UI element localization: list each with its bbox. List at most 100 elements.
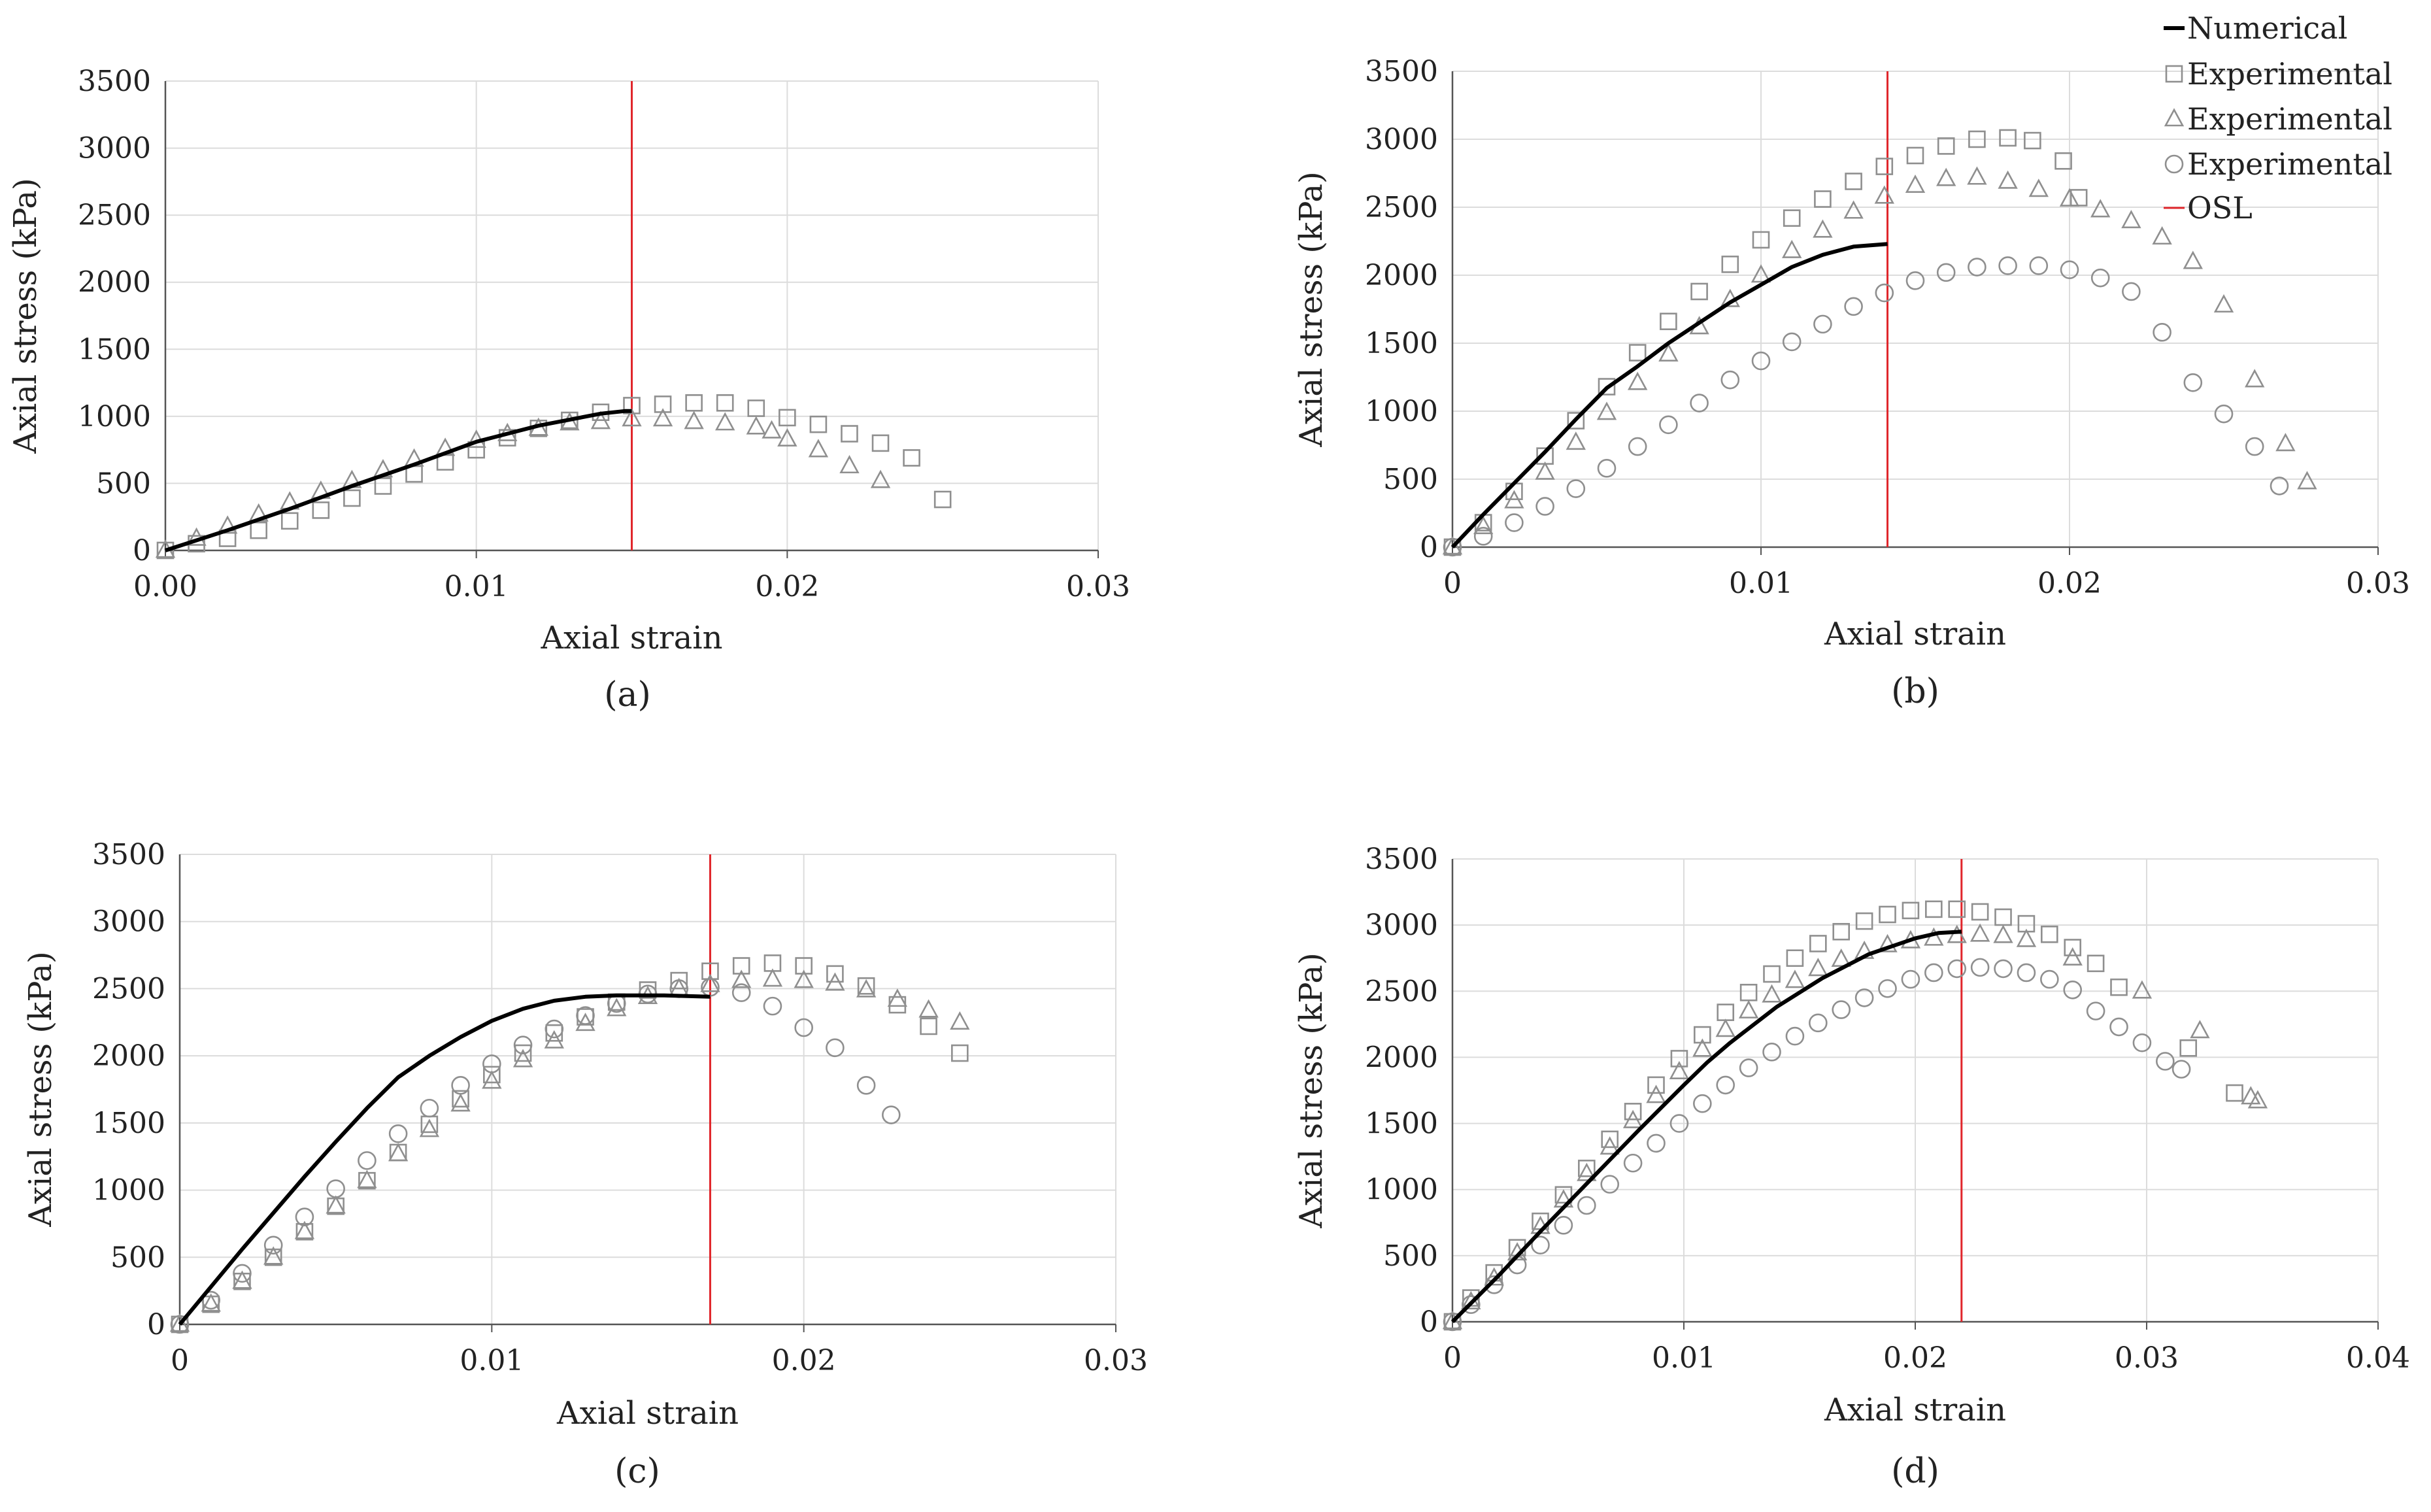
data-point-circle [2090,268,2110,288]
data-point-circle [794,1018,813,1037]
data-point-square [343,489,361,507]
data-point-triangle [839,455,860,474]
data-point-circle [1628,437,1647,456]
data-point-circle [1762,1043,1781,1062]
data-point-triangle [1646,1084,1666,1103]
data-point-triangle [294,1220,315,1239]
experimental-series-square [171,954,969,1334]
data-point-triangle [326,1195,346,1214]
data-point-triangle [1936,167,1956,186]
data-point-circle [1443,537,1462,557]
data-point-circle [2017,963,2036,983]
data-point-square [1948,900,1966,918]
data-point-circle [1669,1114,1689,1133]
data-point-circle [513,1035,533,1055]
data-point-square [1902,901,1920,920]
numerical-line [1450,930,1962,1324]
data-point-circle [2109,1017,2128,1037]
data-point-circle [2132,1033,2152,1052]
y-tick-label: 3000 [92,905,165,939]
data-point-circle [1936,263,1956,282]
y-tick-label: 2500 [1365,975,1438,1008]
y-tick-label: 1500 [1365,327,1438,360]
data-point-triangle [2059,188,2080,207]
data-point-square [779,409,796,427]
y-tick-label: 2500 [92,972,165,1005]
data-point-triangle [388,1143,409,1162]
data-point-triangle [1442,1311,1463,1330]
data-point-square [1809,935,1827,952]
data-point-circle [1832,1000,1851,1019]
legend-item-triangle: Experimental [2164,101,2392,137]
data-point-triangle [746,416,766,435]
data-point-circle [1970,958,1990,977]
y-tick-label: 2000 [92,1039,165,1073]
data-point-square [452,1090,469,1108]
data-point-triangle [1808,958,1828,977]
data-point-triangle [1669,1060,1690,1079]
legend-triangle-icon [2164,108,2185,127]
data-point-square [841,425,858,443]
data-point-circle [1690,394,1709,412]
data-point-circle [482,1054,501,1073]
data-point-triangle [1967,166,1987,185]
data-point-square [2087,954,2105,973]
data-point-triangle [887,988,908,1007]
data-point-circle [1623,1153,1643,1173]
data-point-triangle [1970,923,1990,942]
data-point-circle [295,1207,314,1226]
data-point-square [920,1017,937,1035]
panel-caption: (a) [604,675,651,714]
data-point-triangle [700,973,720,992]
x-tick-label: 0.03 [1084,1344,1148,1377]
data-point-circle [1875,283,1894,303]
data-point-triangle [715,412,735,431]
data-point-circle [1901,969,1920,989]
data-point-circle [1854,988,1874,1007]
data-point-circle [1462,1295,1481,1315]
x-tick-label: 0.01 [1729,567,1793,600]
y-tick-label: 2500 [78,199,151,232]
data-point-square [1752,231,1770,249]
data-point-triangle [1831,949,1851,967]
y-tick-label: 500 [96,467,151,500]
data-point-triangle [808,439,829,458]
data-point-triangle [590,411,611,429]
data-point-square [654,395,672,413]
data-point-circle [1785,1026,1805,1046]
numerical-line [1450,242,1888,549]
x-tick-label: 0.02 [772,1344,836,1377]
data-point-triangle [419,1118,440,1137]
data-point-triangle [762,968,783,987]
data-point-square [1624,1103,1642,1120]
data-point-circle [2156,1052,2175,1071]
data-point-circle [2153,323,2171,342]
data-point-triangle [1998,170,2018,189]
data-point-square [312,501,330,519]
data-point-square [514,1044,532,1062]
data-point-triangle [512,1049,533,1067]
data-point-triangle [1947,924,1967,943]
data-point-square [2110,978,2128,996]
data-point-circle [2214,404,2234,424]
data-point-circle [1535,497,1554,516]
y-tick-label: 2000 [78,266,151,299]
legend-label: Numerical [2187,10,2347,46]
data-point-triangle [2016,928,2037,947]
data-point-circle [451,1076,470,1095]
data-point-triangle [1993,924,2013,943]
x-axis-title: Axial strain [1824,616,2006,652]
data-point-circle [2063,980,2083,1000]
data-point-triangle [825,972,845,991]
data-point-triangle [1442,536,1463,555]
y-tick-label: 500 [1383,1239,1438,1273]
data-point-square [1971,903,1989,921]
data-point-circle [2245,437,2264,456]
experimental-series-triangle [1442,923,2268,1330]
data-point-triangle [794,969,814,988]
x-tick-label: 0.04 [2346,1341,2410,1375]
data-point-circle [1809,1013,1828,1033]
data-point-circle [358,1151,377,1170]
panel-caption: (b) [1891,672,1939,711]
